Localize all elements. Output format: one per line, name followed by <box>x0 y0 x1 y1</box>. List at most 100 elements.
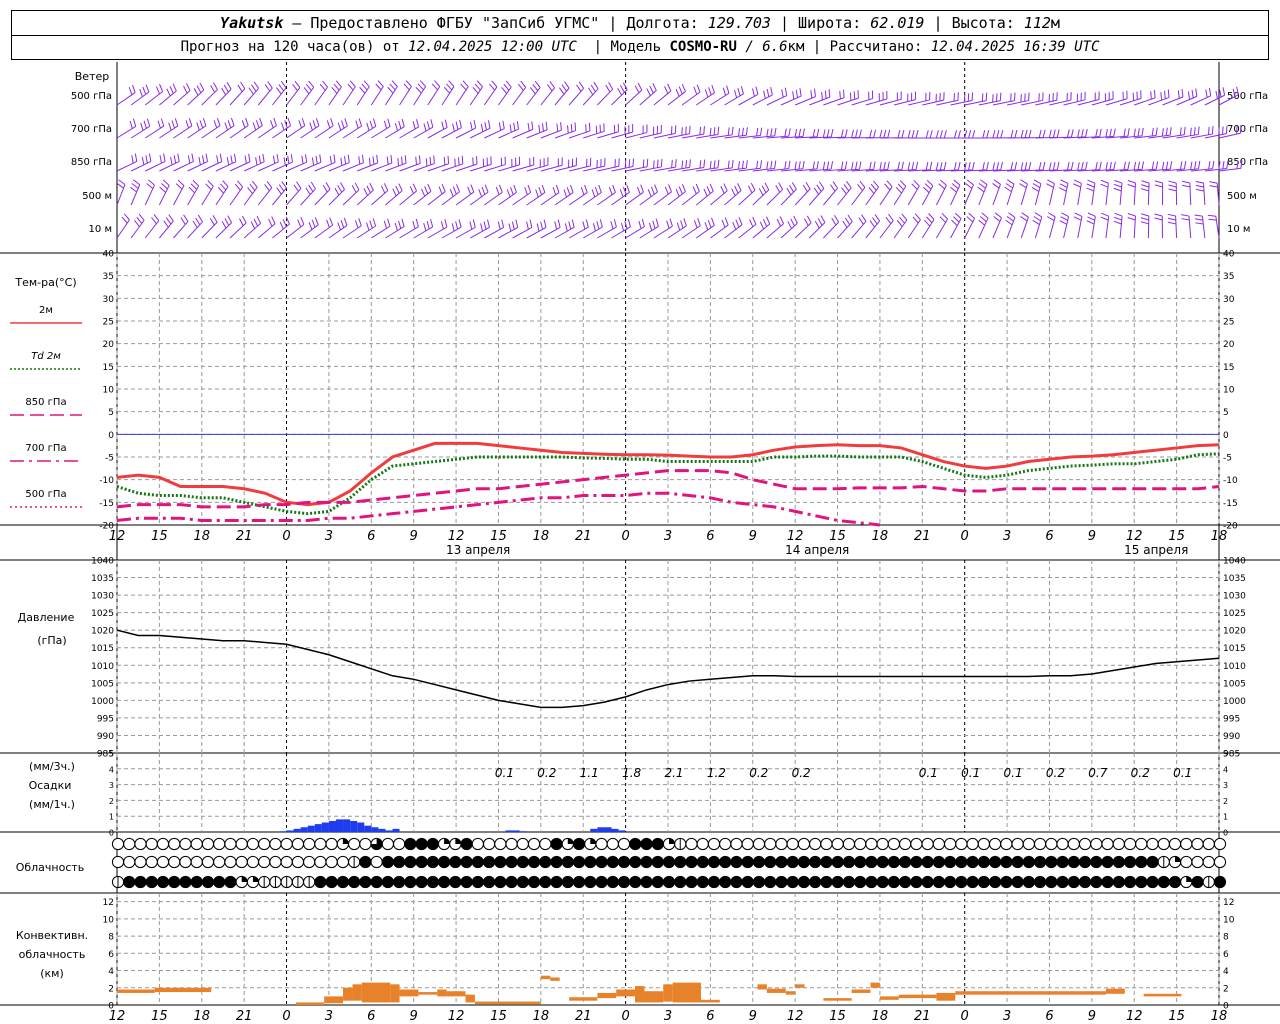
y-tick-label-left: 995 <box>97 714 114 724</box>
y-tick-label-right: 1020 <box>1223 627 1246 637</box>
day-label: 13 апреля <box>446 543 510 557</box>
wind-barb <box>370 183 389 206</box>
cloud-symbol <box>1112 855 1125 869</box>
wind-barb <box>173 153 194 172</box>
cloud-symbol <box>449 875 462 889</box>
cloud-symbol <box>561 875 574 889</box>
wind-barb <box>1168 180 1178 206</box>
wind-barb <box>469 184 489 206</box>
cloud-symbol <box>820 837 833 851</box>
cloud-symbol <box>966 875 979 889</box>
pressure-unit-label: (гПа) <box>37 634 66 647</box>
wind-barb <box>978 161 1003 172</box>
cloud-symbol <box>876 837 889 851</box>
wind-barb <box>526 80 541 106</box>
lon-label: Долгота: <box>626 14 699 32</box>
wind-barb <box>187 179 200 206</box>
wind-barb <box>809 129 834 139</box>
cloud-symbol <box>1101 855 1114 869</box>
convective-bar <box>418 992 438 995</box>
wind-barb <box>1190 87 1212 106</box>
wind-barb <box>653 83 672 106</box>
convective-bar <box>955 991 1106 995</box>
cloud-symbol <box>471 875 484 889</box>
wind-barb <box>158 214 174 239</box>
precip-bar <box>343 819 351 832</box>
wind-barb <box>597 219 617 239</box>
x-tick-label-bottom: 3 <box>325 1009 333 1024</box>
cloud-symbol <box>1067 837 1080 851</box>
wind-barb <box>413 183 432 206</box>
y-tick-label-left: 35 <box>103 272 114 282</box>
x-tick-label-mid: 21 <box>914 529 931 544</box>
cloud-symbol <box>134 875 147 889</box>
wind-barb <box>554 219 575 239</box>
y-tick-label-right: -15 <box>1223 499 1238 509</box>
x-tick-label-bottom: 12 <box>787 1009 804 1024</box>
wind-barb <box>625 124 648 139</box>
cloud-symbol <box>269 837 282 851</box>
cloud-symbol <box>190 855 203 869</box>
wind-barb <box>554 81 570 106</box>
x-tick-label-bottom: 0 <box>282 1009 290 1024</box>
cloud-symbol <box>977 837 990 851</box>
wind-barb <box>286 181 302 206</box>
cloud-symbol <box>1168 837 1182 851</box>
wind-barb <box>441 155 464 172</box>
wind-barb <box>695 84 715 106</box>
convective-bar <box>597 992 617 999</box>
wind-barb <box>921 213 935 239</box>
wind-barb <box>950 179 961 206</box>
wind-barb <box>724 217 743 239</box>
wind-barb <box>314 182 331 206</box>
wind-barb <box>130 118 151 139</box>
wind-barb <box>710 217 729 239</box>
cloud-symbol <box>797 875 811 889</box>
cloud-symbol <box>955 875 968 889</box>
wind-barb <box>1176 88 1198 106</box>
convective-bar <box>663 984 673 1002</box>
wind-barb <box>667 125 691 139</box>
wind-barb <box>752 87 773 106</box>
y-tick-label-left: -5 <box>105 454 114 464</box>
wind-barb <box>441 80 455 106</box>
wind-barb <box>215 82 232 106</box>
wind-barb <box>229 117 249 139</box>
wind-barb <box>1140 213 1150 239</box>
convective-unit-label: (км) <box>40 967 64 980</box>
series-line-t700 <box>116 491 881 527</box>
cloud-symbol <box>404 855 417 869</box>
cloud-symbol <box>460 855 473 869</box>
cloud-symbol <box>1056 837 1069 851</box>
wind-barb <box>385 80 398 106</box>
wind-barb <box>809 161 834 172</box>
forecast-label: Прогноз на 120 часа(ов) от <box>180 39 400 55</box>
x-tick-label-bottom: 6 <box>1045 1009 1053 1024</box>
cloud-symbol <box>1135 855 1148 869</box>
cloud-symbol <box>1045 837 1058 851</box>
wind-barb <box>611 158 634 172</box>
cloud-symbol <box>111 855 125 869</box>
wind-barb <box>597 184 616 206</box>
y-tick-label-left: -20 <box>99 522 114 532</box>
cloud-symbol <box>629 855 642 869</box>
y-tick-label-left: 20 <box>103 340 115 350</box>
computed-value: 12.04.2025 16:39 UTC <box>930 39 1100 55</box>
wind-barb <box>512 156 535 172</box>
x-tick-label-mid: 12 <box>787 529 804 544</box>
cloud-symbol <box>831 837 844 851</box>
cloud-symbol <box>932 875 945 889</box>
wind-barb <box>893 180 907 206</box>
convective-panel-label: Конвективн. <box>16 929 88 942</box>
wind-barb <box>964 161 989 172</box>
wind-barb <box>1120 127 1144 139</box>
wind-barb <box>780 88 802 106</box>
wind-barb <box>823 161 848 172</box>
wind-level-label-left: 500 м <box>82 191 112 202</box>
wind-barb <box>992 129 1018 139</box>
cloud-symbol <box>348 837 361 851</box>
y-tick-label-left: 8 <box>108 933 114 943</box>
cloud-symbol <box>955 837 968 851</box>
wind-barb <box>314 217 334 239</box>
cloud-symbol <box>1000 855 1013 869</box>
